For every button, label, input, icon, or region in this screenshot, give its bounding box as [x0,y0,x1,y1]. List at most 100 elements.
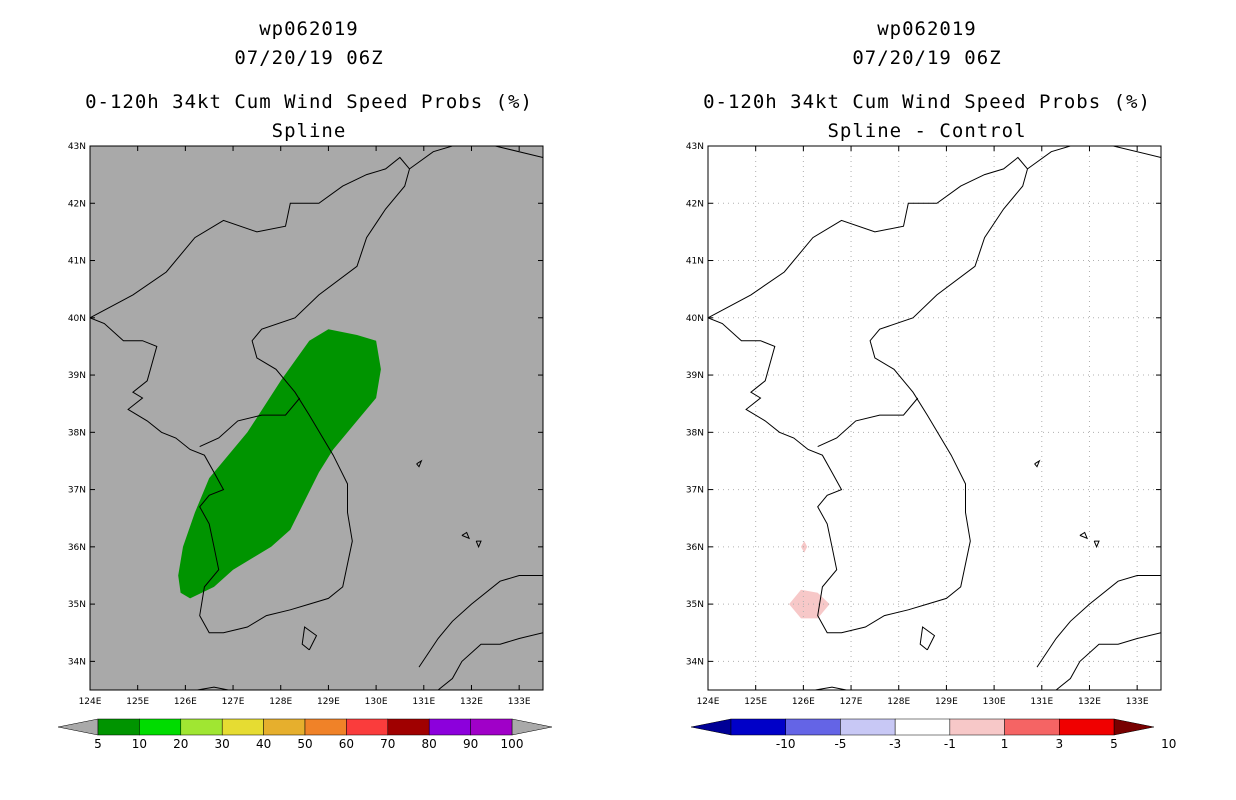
map-frame [707,145,1162,691]
x-tick-label: 131E [1030,697,1053,707]
y-tick-label: 42N [68,199,86,209]
colorbar-label: 10 [132,737,147,751]
x-tick-label: 125E [744,697,767,707]
colorbar-swatch [139,718,182,736]
y-tick-label: 37N [68,486,86,496]
japan-coast-north [1036,575,1161,668]
x-tick-label: 130E [365,697,388,707]
x-tick-label: 125E [126,697,149,707]
colorbar-swatch [470,718,513,736]
colorbar-swatch [1004,718,1060,736]
shaded-region-1 [801,541,808,553]
colorbar-label: 30 [215,737,230,751]
colorbar-label: 80 [422,737,437,751]
island-0 [919,626,936,651]
y-tick-label: 34N [68,657,86,667]
colorbar-swatch [304,718,347,736]
colorbar-swatch [730,718,786,736]
x-tick-label: 132E [1078,697,1101,707]
y-tick-label: 34N [686,657,704,667]
right-map: 124E 125E 126E 127E 128E 129E 130E 131E 132E 133E… [686,142,1177,751]
x-tick-label: 132E [460,697,483,707]
right-storm-id: wp062019 [877,18,977,40]
island-1 [197,686,229,690]
left-storm-id: wp062019 [259,18,359,40]
colorbar-label: 40 [256,737,271,751]
japan-coast-north [418,575,543,668]
colorbar-label: 1 [1001,737,1009,751]
x-tick-label: 128E [887,697,910,707]
colorbar-label: 50 [297,737,312,751]
colorbar-label: 100 [501,737,524,751]
colorbar-label: -5 [834,737,846,751]
y-tick-label: 42N [686,199,704,209]
y-tick-label: 43N [68,142,86,152]
x-tick-label: 131E [412,697,435,707]
y-tick-label: 40N [68,314,86,324]
japan-coast [437,632,543,690]
dmz-border [817,397,919,448]
colorbar-label: 70 [380,737,395,751]
x-tick-label: 127E [222,697,245,707]
shaded-region-0 [178,329,381,599]
island-1 [815,686,847,690]
y-tick-label: 41N [686,257,704,267]
colorbar-label: 10 [1161,737,1176,751]
colorbar-label: 5 [94,737,102,751]
colorbar-label: 3 [1055,737,1063,751]
x-tick-label: 129E [317,697,340,707]
colorbar-label: -1 [944,737,956,751]
colorbar-swatch [949,718,1005,736]
colorbar-label: -10 [776,737,796,751]
x-tick-label: 133E [508,697,531,707]
north-border [708,156,1028,319]
left-subtitle: Spline [271,120,347,142]
japan-coast [1055,632,1161,690]
colorbar-extend-high [1113,718,1155,736]
x-tick-label: 127E [840,697,863,707]
colorbar-extend-low [690,718,732,736]
right-panel: wp062019 07/20/19 06Z 0-120h 34kt Cum Wi… [618,0,1236,800]
y-tick-label: 36N [686,543,704,553]
y-tick-label: 43N [686,142,704,152]
y-tick-label: 38N [68,428,86,438]
map-content [708,146,1161,690]
left-map: 124E 125E 126E 127E 128E 129E 130E 131E 132E 133E… [57,142,553,751]
x-tick-label: 126E [174,697,197,707]
island-0 [301,626,318,651]
colorbar-extend-low [57,718,99,736]
island-2 [461,531,471,540]
y-tick-label: 35N [686,600,704,610]
x-tick-label: 124E [79,697,102,707]
right-subtitle: Spline - Control [827,120,1027,142]
y-tick-label: 36N [68,543,86,553]
colorbar-swatch [1059,718,1115,736]
dmz-border [199,397,301,448]
colorbar-label: 90 [463,737,478,751]
colorbar-swatch [428,718,471,736]
colorbar-swatch [97,718,140,736]
colorbar-swatch [387,718,430,736]
colorbar-swatch [346,718,389,736]
colorbar-label: 20 [173,737,188,751]
y-tick-label: 35N [68,600,86,610]
x-tick-label: 124E [697,697,720,707]
left-panel: wp062019 07/20/19 06Z 0-120h 34kt Cum Wi… [57,18,553,751]
x-tick-label: 129E [935,697,958,707]
colorbar-swatch [840,718,896,736]
colorbar-swatch [263,718,306,736]
coastline [90,146,543,634]
colorbar-swatch [894,718,951,736]
left-datetime: 07/20/19 06Z [234,47,384,69]
left-title: 0-120h 34kt Cum Wind Speed Probs (%) [85,91,533,113]
coastline [708,146,1161,634]
colorbar-swatch [180,718,223,736]
x-tick-label: 126E [792,697,815,707]
colorbar-extend-high [511,718,553,736]
north-border [90,156,410,319]
colorbar-label: -3 [889,737,901,751]
y-tick-label: 41N [68,257,86,267]
right-datetime: 07/20/19 06Z [852,47,1002,69]
colorbar-label: 5 [1110,737,1118,751]
colorbar-swatch [785,718,841,736]
